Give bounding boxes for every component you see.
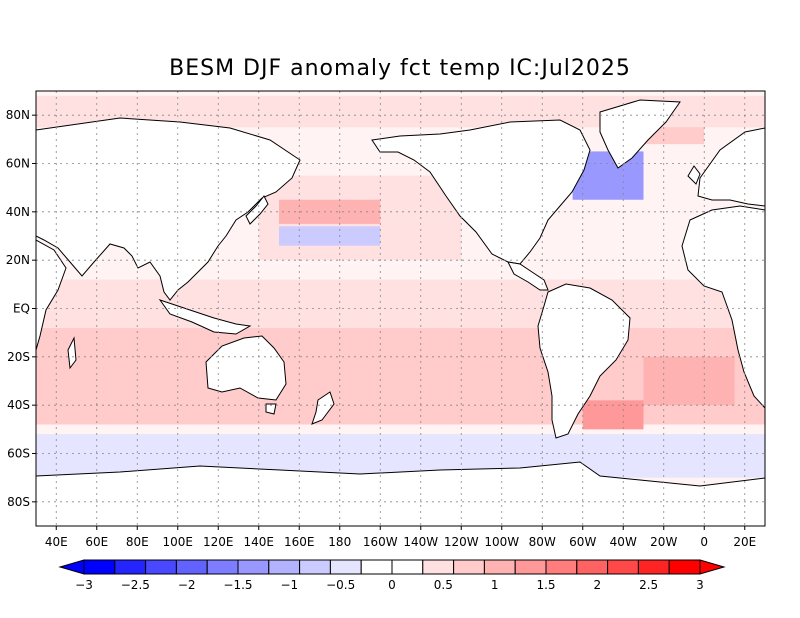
colorbar-tick-label: −2	[178, 578, 196, 592]
colorbar-tick-label: 0	[388, 578, 396, 592]
anomaly-region-warm-south-atlantic	[643, 356, 735, 406]
colorbar-cell	[268, 559, 301, 575]
colorbar-cell	[668, 559, 701, 575]
lon-label: 60W	[569, 535, 596, 549]
anomaly-region-cool-pacific-30n	[279, 226, 381, 246]
map-title: BESM DJF anomaly fct temp IC:Jul2025	[169, 56, 631, 81]
colorbar-cell	[576, 559, 609, 575]
lon-label: 40W	[610, 535, 637, 549]
lon-label: 20E	[733, 535, 756, 549]
land-british-isles	[687, 165, 701, 185]
lat-label: 40S	[7, 398, 30, 412]
land-africa	[681, 205, 765, 409]
lon-label: 120E	[203, 535, 234, 549]
lon-label: 160W	[363, 535, 398, 549]
colorbar-cell	[391, 559, 424, 575]
graticule	[36, 91, 765, 526]
lon-label: 80W	[529, 535, 556, 549]
colorbar-cell	[329, 559, 362, 575]
land-europe	[697, 127, 765, 207]
colorbar-cell	[360, 559, 393, 575]
colorbar-tick-label: −1	[280, 578, 298, 592]
anomaly-region-warm-band-equator	[36, 279, 765, 328]
lon-label: 180	[328, 535, 351, 549]
colorbar-low-arrow	[58, 559, 85, 575]
colorbar-cell	[83, 559, 116, 575]
lon-label: 160E	[284, 535, 315, 549]
land-tasmania	[265, 403, 277, 415]
lon-label: 100E	[163, 535, 194, 549]
colorbar-cell	[514, 559, 547, 575]
colorbar-tick-label: −0.5	[326, 578, 355, 592]
land-greenland	[599, 99, 681, 169]
colorbar-cell	[145, 559, 177, 575]
colorbar-tick-label: −2.5	[121, 578, 150, 592]
lon-label: 0	[700, 535, 708, 549]
land-central-america	[507, 261, 549, 291]
colorbar-tick-label: 3	[696, 578, 704, 592]
lon-label: 40E	[45, 535, 68, 549]
anomaly-region-warm-argentina	[582, 400, 644, 430]
colorbar-cell	[237, 559, 270, 575]
latitude-labels: 80N 60N 40N 20N EQ 20S 40S 60S 80S	[6, 108, 30, 509]
colorbar-cell	[637, 559, 670, 575]
colorbar-cell	[175, 559, 208, 575]
lat-label: 40N	[6, 205, 30, 219]
lat-label: EQ	[13, 302, 30, 316]
colorbar-cell	[422, 559, 455, 575]
colorbar-cell	[483, 559, 516, 575]
land-south-america	[537, 283, 631, 439]
colorbar-tick-label: 2.5	[639, 578, 658, 592]
colorbar-tick-label: 2	[594, 578, 602, 592]
lat-label: 60N	[6, 157, 30, 171]
colorbar-labels: −3 −2.5 −2 −1.5 −1 −0.5 0 0.5 1 1.5 2 2.5 3	[75, 578, 704, 592]
colorbar-tick-label: −3	[75, 578, 93, 592]
lon-label: 80E	[126, 535, 149, 549]
lat-label: 60S	[7, 447, 30, 461]
colorbar	[58, 559, 726, 575]
colorbar-tick-label: −1.5	[223, 578, 252, 592]
lon-label: 100W	[484, 535, 519, 549]
map-panel	[36, 91, 765, 526]
colorbar-tick-label: 0.5	[434, 578, 453, 592]
lon-label: 60E	[85, 535, 108, 549]
land-maritime-continent	[158, 299, 252, 335]
colorbar-cell	[299, 559, 331, 575]
longitude-labels: 40E 60E 80E 100E 120E 140E 160E 180 160W 140W 120W…	[45, 535, 756, 549]
colorbar-cell	[206, 559, 239, 575]
land-north-america	[371, 119, 591, 265]
land-masses	[36, 99, 765, 526]
lon-label: 120W	[444, 535, 479, 549]
colorbar-high-arrow	[699, 559, 726, 575]
land-japan	[245, 195, 269, 225]
colorbar-tick-label: 1.5	[536, 578, 555, 592]
colorbar-cell	[607, 559, 639, 575]
lat-label: 80S	[7, 495, 30, 509]
lat-label: 80N	[6, 108, 30, 122]
colorbar-cell	[453, 559, 485, 575]
colorbar-cell	[545, 559, 578, 575]
colorbar-tick-label: 1	[491, 578, 499, 592]
lat-label: 20S	[7, 350, 30, 364]
land-new-zealand	[311, 391, 335, 425]
lon-label: 20W	[650, 535, 677, 549]
axis-ticks	[32, 114, 746, 530]
lon-label: 140E	[244, 535, 275, 549]
lat-label: 20N	[6, 253, 30, 267]
land-australia	[205, 335, 287, 401]
land-antarctica	[36, 461, 765, 526]
land-madagascar	[67, 336, 77, 370]
colorbar-cell	[114, 559, 147, 575]
lon-label: 140W	[403, 535, 438, 549]
